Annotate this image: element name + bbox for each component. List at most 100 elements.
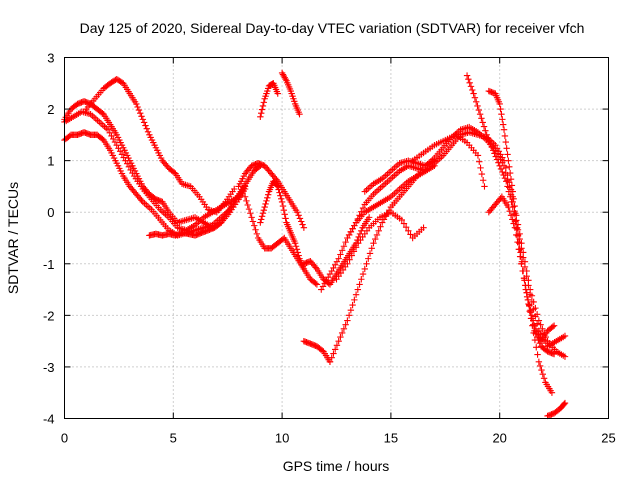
data-point — [337, 251, 344, 258]
data-point — [532, 330, 540, 338]
data-point — [472, 98, 480, 106]
data-point — [537, 321, 544, 328]
data-point — [507, 212, 515, 219]
data-point — [506, 193, 514, 200]
data-point — [338, 329, 346, 337]
data-point — [533, 344, 540, 351]
data-point — [560, 400, 568, 408]
data-point — [497, 165, 505, 173]
data-point — [523, 289, 530, 296]
series-arc7 — [241, 193, 321, 288]
data-point — [479, 177, 487, 184]
data-point — [365, 214, 373, 221]
data-point — [526, 302, 533, 310]
series-arc21 — [485, 193, 558, 358]
data-point — [330, 350, 337, 357]
data-point — [530, 321, 537, 328]
data-point — [539, 370, 546, 378]
y-tick-label: 2 — [47, 102, 54, 117]
data-point — [538, 366, 545, 374]
data-point — [493, 156, 501, 163]
data-point — [484, 134, 492, 142]
y-tick-label: -3 — [43, 360, 55, 375]
y-tick-label: -4 — [43, 412, 55, 427]
data-point — [478, 115, 485, 122]
data-point — [138, 113, 145, 120]
data-point — [501, 174, 509, 182]
data-point — [469, 86, 476, 94]
data-point — [273, 182, 281, 189]
series-arc5 — [146, 162, 264, 239]
data-point — [258, 109, 265, 117]
data-point — [528, 315, 536, 322]
data-point — [245, 205, 253, 213]
data-point — [231, 185, 238, 193]
y-tick-label: -2 — [43, 308, 55, 323]
data-point — [400, 220, 408, 227]
data-point — [520, 275, 528, 282]
data-point — [348, 252, 355, 259]
data-point — [138, 197, 145, 204]
data-point — [244, 201, 251, 209]
data-point — [515, 246, 523, 253]
data-point — [501, 132, 509, 140]
data-point — [340, 243, 348, 250]
data-point — [277, 192, 284, 199]
data-point — [340, 325, 348, 332]
data-point — [476, 158, 483, 165]
data-point — [294, 209, 301, 216]
series-arc15 — [333, 209, 427, 283]
data-point — [550, 350, 558, 358]
x-tick-label: 15 — [384, 431, 398, 446]
grid — [64, 57, 609, 419]
data-point — [260, 206, 268, 214]
data-point — [258, 213, 266, 220]
data-point — [335, 255, 342, 262]
data-point — [139, 116, 147, 123]
data-point — [509, 216, 516, 223]
data-point — [292, 243, 300, 250]
data-point — [363, 260, 370, 267]
x-tick-label: 20 — [492, 431, 506, 446]
data-point — [499, 168, 506, 176]
data-point — [480, 123, 488, 130]
y-tick-label: 1 — [47, 154, 54, 169]
data-point — [550, 322, 558, 329]
data-point — [293, 246, 301, 253]
data-marks — [61, 69, 569, 420]
data-point — [312, 280, 319, 287]
data-point — [499, 121, 507, 128]
data-point — [135, 106, 143, 114]
data-point — [243, 197, 250, 205]
data-point — [248, 214, 255, 221]
series-arc22 — [544, 399, 569, 420]
data-point — [499, 116, 506, 123]
data-point — [258, 106, 266, 113]
data-point — [506, 163, 513, 171]
data-point — [491, 150, 498, 157]
series-arc10 — [278, 69, 303, 118]
plot-frame — [64, 57, 609, 419]
data-point — [549, 323, 556, 330]
series-arc11 — [300, 337, 334, 365]
data-point — [500, 126, 508, 133]
data-point — [241, 193, 249, 200]
data-point — [504, 151, 511, 158]
data-point — [483, 131, 490, 139]
data-point — [500, 171, 507, 179]
data-point — [133, 100, 140, 108]
data-point — [257, 113, 264, 121]
data-point — [465, 75, 472, 83]
data-point — [281, 211, 288, 218]
data-point — [514, 238, 521, 246]
y-ticks: 3 2 1 0 -1 -2 -3 -4 — [43, 51, 609, 427]
series-arc14 — [326, 157, 438, 365]
x-tick-label: 25 — [601, 431, 615, 446]
data-point — [505, 203, 512, 211]
data-point — [368, 245, 375, 252]
data-point — [402, 223, 410, 231]
data-point — [358, 227, 365, 234]
data-point — [366, 250, 374, 257]
data-point — [295, 212, 302, 219]
